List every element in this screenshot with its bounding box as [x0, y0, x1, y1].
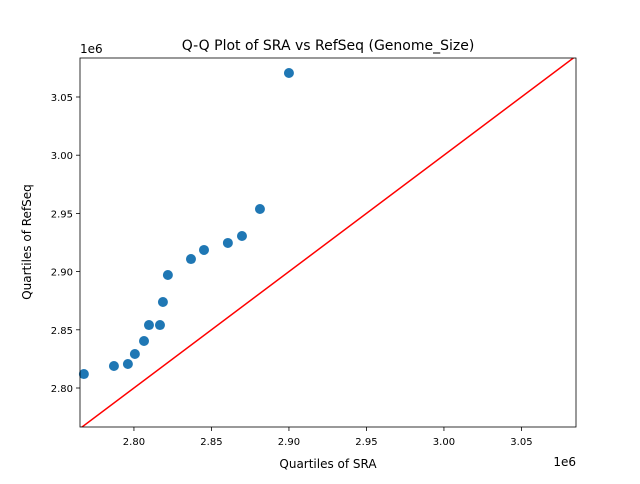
- data-point: [154, 320, 165, 331]
- x-tick-label: 2.85: [200, 437, 222, 448]
- chart-title: Q-Q Plot of SRA vs RefSeq (Genome_Size): [182, 38, 475, 54]
- y-tick-label: 3.00: [51, 151, 73, 162]
- data-point: [122, 359, 133, 370]
- y-tick-label: 2.80: [51, 384, 73, 395]
- data-point: [254, 203, 265, 214]
- axes-frame: [79, 57, 577, 428]
- x-tick-label: 2.95: [355, 437, 377, 448]
- x-tick-label: 2.80: [123, 437, 145, 448]
- data-point: [108, 361, 119, 372]
- y-tick-label: 2.85: [51, 326, 73, 337]
- x-axis-label: Quartiles of SRA: [279, 457, 377, 471]
- y-tick-label: 2.90: [51, 268, 73, 279]
- data-point: [143, 320, 154, 331]
- y-tick-label: 2.95: [51, 209, 73, 220]
- y-offset-label: 1e6: [80, 42, 103, 56]
- data-point: [222, 237, 233, 248]
- y-tick-label: 3.05: [51, 93, 73, 104]
- x-tick-label: 3.05: [510, 437, 532, 448]
- reference-line: [80, 58, 575, 427]
- data-point: [162, 269, 173, 280]
- data-point: [139, 335, 150, 346]
- data-point: [78, 369, 89, 380]
- data-point: [185, 254, 196, 265]
- y-axis-label: Quartiles of RefSeq: [20, 184, 34, 300]
- x-tick-label: 3.00: [433, 437, 455, 448]
- data-point: [283, 68, 294, 79]
- data-point: [129, 349, 140, 360]
- data-point: [157, 296, 168, 307]
- data-point: [236, 230, 247, 241]
- x-offset-label: 1e6: [553, 455, 576, 469]
- data-point: [199, 244, 209, 255]
- x-tick-label: 2.90: [278, 437, 300, 448]
